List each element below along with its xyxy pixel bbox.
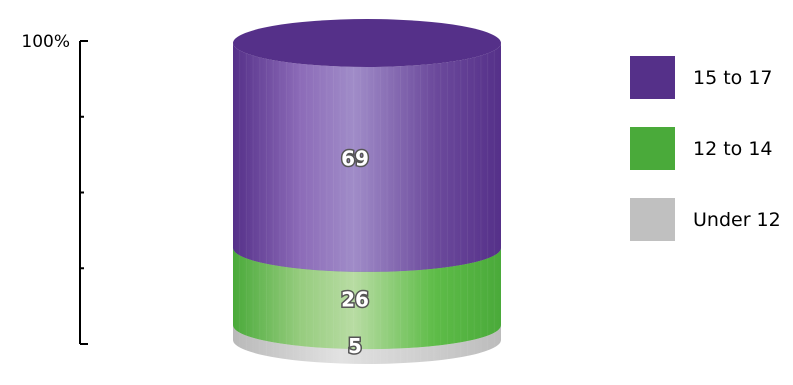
data-label: 5: [348, 334, 362, 358]
segment-top: [233, 19, 501, 67]
segment-body: [233, 247, 501, 350]
data-label: 69: [341, 147, 369, 171]
legend-label: Under 12: [693, 209, 781, 231]
y-tick-label: 100%: [21, 32, 70, 52]
data-label: 26: [341, 288, 369, 312]
legend-label: 15 to 17: [693, 67, 773, 89]
legend-swatch: [630, 198, 675, 241]
segment-body: [233, 325, 501, 364]
segment-body: [233, 43, 501, 272]
cylinder-segment-15-to-17: [233, 19, 501, 272]
legend-swatch: [630, 56, 675, 99]
legend-swatch: [630, 127, 675, 170]
legend-label: 12 to 14: [693, 138, 773, 160]
